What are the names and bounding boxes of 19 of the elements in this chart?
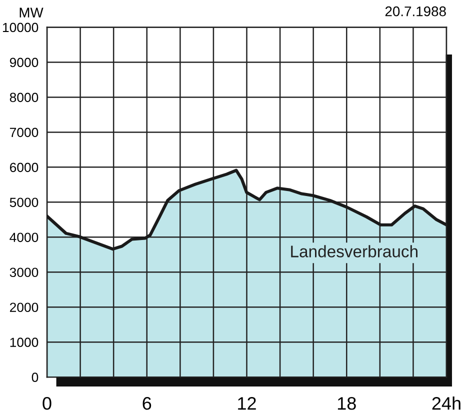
y-tick-label: 1000: [10, 338, 38, 348]
y-tick-label: 3000: [10, 268, 38, 278]
y-tick-label: 10000: [2, 22, 38, 32]
y-tick-label: 7000: [10, 128, 38, 138]
y-tick-label: 4000: [10, 232, 38, 242]
y-tick-label: 9000: [10, 58, 38, 68]
y-tick-label: 6000: [10, 162, 38, 172]
x-tick-label: 18: [338, 397, 356, 410]
x-tick-label: 12: [238, 397, 256, 410]
chart-title: 20.7.1988: [385, 6, 446, 16]
y-axis-title: MW: [20, 8, 44, 18]
y-tick-label: 2000: [10, 302, 38, 312]
x-tick-label: 24h: [432, 396, 460, 410]
y-tick-label: 0: [32, 372, 38, 382]
y-tick-label: 5000: [10, 198, 38, 208]
x-tick-label: 0: [42, 397, 52, 410]
x-tick-label: 6: [142, 397, 152, 410]
series-label: Landesverbrauch: [291, 245, 418, 258]
y-tick-label: 8000: [10, 92, 38, 102]
